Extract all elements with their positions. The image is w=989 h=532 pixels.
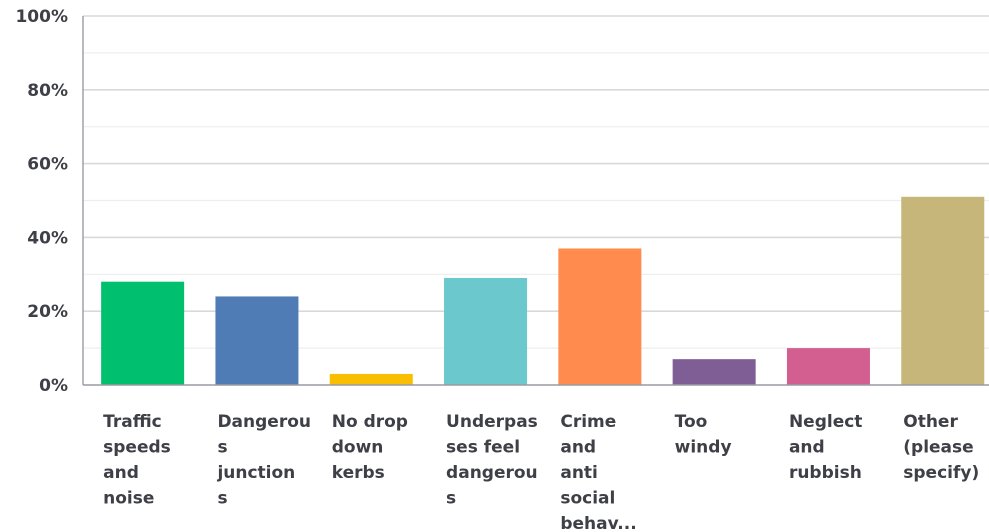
bars [101,196,985,385]
bar [786,348,870,385]
y-tick-label: 0% [39,376,68,396]
axes [82,16,989,386]
x-category-label: Too windy [675,412,732,458]
bar [329,373,413,385]
x-axis-category-labels: Traffic speeds and noise Dangerou s junction s N… [103,412,979,532]
y-tick-label: 60% [27,155,68,175]
x-category-label: Neglect and rubbish [789,412,863,483]
x-category-label: Crime and anti social behav... [560,412,636,532]
bar [215,296,299,385]
bar [558,248,642,385]
y-tick-label: 80% [27,81,68,101]
bar [101,281,185,385]
y-tick-label: 40% [27,228,68,248]
bar [901,196,985,385]
bar [444,277,528,385]
x-category-label: Traffic speeds and noise [103,412,171,509]
x-category-label: Other (please specify) [903,412,979,483]
y-axis-tick-labels: 0% 20% 40% 60% 80% 100% [15,7,68,396]
y-tick-label: 100% [15,7,68,27]
bar [672,359,756,385]
y-tick-label: 20% [27,302,68,322]
x-category-label: Dangerou s junction s [216,412,311,509]
x-category-label: Underpas ses feel dangerou s [446,412,538,509]
x-category-label: No drop down kerbs [332,412,408,483]
